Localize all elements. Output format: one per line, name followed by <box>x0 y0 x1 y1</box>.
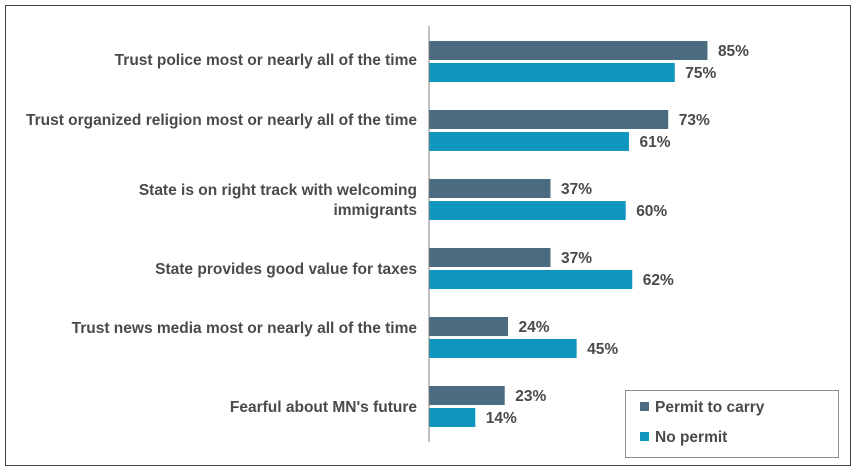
legend-label: No permit <box>655 429 728 446</box>
chart-frame <box>5 5 851 466</box>
data-label: 23% <box>515 388 546 405</box>
category-label: Trust police most or nearly all of the t… <box>114 52 417 69</box>
bar-permit <box>429 179 551 198</box>
legend-swatch-no-permit <box>640 432 649 441</box>
data-label: 61% <box>639 134 670 151</box>
bar-permit <box>429 386 505 405</box>
category-label: Trust news media most or nearly all of t… <box>71 320 417 337</box>
legend-swatch-permit <box>640 402 649 411</box>
bar-permit <box>429 41 708 60</box>
category-label: Trust organized religion most or nearly … <box>25 112 417 129</box>
data-label: 62% <box>643 272 674 289</box>
bar-no-permit <box>429 63 675 82</box>
category-label: Fearful about MN's future <box>229 399 417 416</box>
bar-no-permit <box>429 201 626 220</box>
data-label: 37% <box>561 181 592 198</box>
bar-permit <box>429 248 551 267</box>
data-label: 85% <box>718 43 749 60</box>
legend-label: Permit to carry <box>655 399 765 416</box>
data-label: 37% <box>561 250 592 267</box>
data-label: 14% <box>486 410 517 427</box>
data-label: 45% <box>587 341 618 358</box>
data-label: 75% <box>685 65 716 82</box>
bar-no-permit <box>429 408 476 427</box>
category-label: State is on right track with welcoming i… <box>138 182 417 219</box>
legend-item-permit: Permit to carry <box>640 399 764 417</box>
bar-no-permit <box>429 132 629 151</box>
data-label: 73% <box>679 112 710 129</box>
bar-no-permit <box>429 270 633 289</box>
data-label: 24% <box>518 319 549 336</box>
data-label: 60% <box>636 203 667 220</box>
legend: Permit to carry No permit <box>625 390 839 458</box>
category-label: State provides good value for taxes <box>155 261 417 278</box>
bar-no-permit <box>429 339 577 358</box>
bar-permit <box>429 317 508 336</box>
bar-permit <box>429 110 669 129</box>
legend-item-no-permit: No permit <box>640 429 727 447</box>
